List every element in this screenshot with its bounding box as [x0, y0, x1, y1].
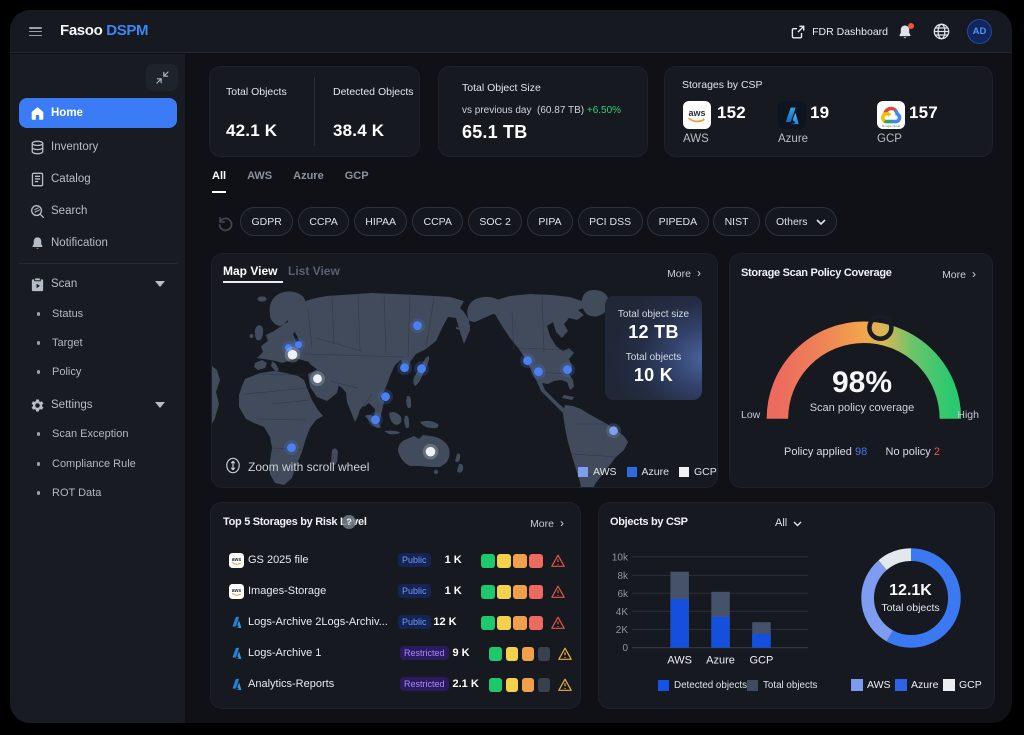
svg-text:aws: aws — [688, 108, 705, 118]
svg-text:4K: 4K — [616, 607, 629, 618]
svg-text:6k: 6k — [617, 589, 629, 600]
svg-text:AWS: AWS — [667, 655, 692, 667]
svg-text:aws: aws — [232, 588, 242, 594]
svg-text:aws: aws — [232, 557, 242, 563]
svg-text:2K: 2K — [616, 625, 629, 636]
svg-text:GCP: GCP — [749, 655, 773, 667]
svg-text:10k: 10k — [612, 552, 629, 563]
svg-text:8k: 8k — [617, 571, 629, 582]
svg-text:Azure: Azure — [706, 655, 735, 667]
svg-text:Google Cloud: Google Cloud — [882, 124, 901, 128]
svg-text:0: 0 — [622, 643, 628, 654]
